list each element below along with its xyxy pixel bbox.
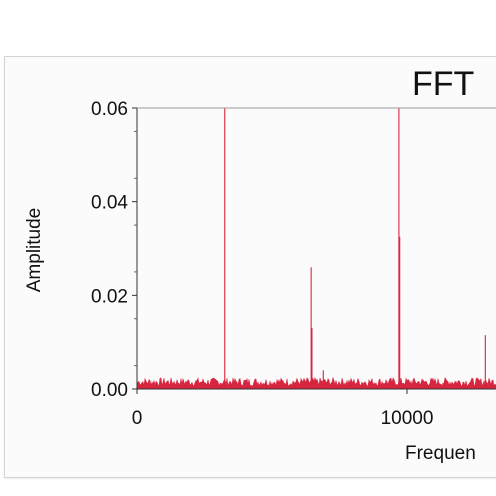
y-tick-label: 0.02 [91,286,128,307]
x-axis-label: Frequen [405,443,476,464]
chart-panel [4,56,496,478]
chart-title: FFT [412,65,474,103]
y-tick-label: 0.00 [91,380,128,401]
y-ticks: 0.00 0.02 0.04 0.06 [91,99,137,401]
noise-floor [136,376,496,390]
x-ticks: 0 10000 [132,389,434,429]
y-tick-label: 0.06 [91,99,128,120]
spectrum-series [136,108,496,390]
y-tick-label: 0.04 [91,193,128,214]
x-tick-label: 0 [132,408,143,429]
y-axis-label: Amplitude [24,208,45,293]
x-tick-label: 10000 [381,408,434,429]
